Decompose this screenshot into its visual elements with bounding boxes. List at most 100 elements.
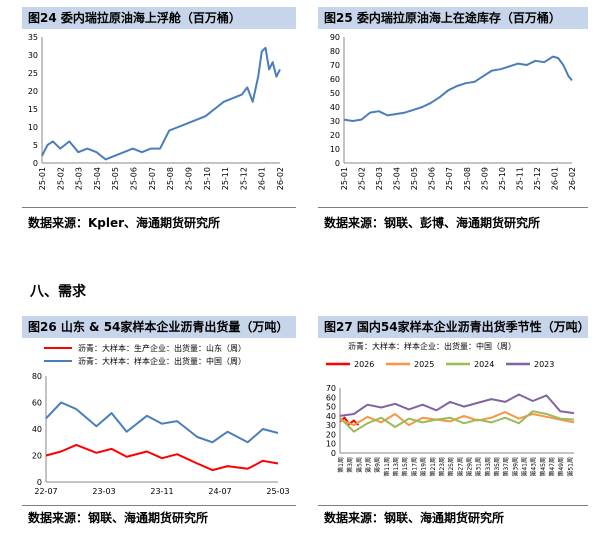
x-tick-label: 第27周 bbox=[456, 457, 464, 477]
x-tick-label: 第47周 bbox=[548, 457, 556, 477]
legend-label: 2024 bbox=[474, 360, 494, 369]
source-note: 数据来源：钢联、海通期货研究所 bbox=[324, 511, 505, 525]
source-divider bbox=[318, 207, 588, 208]
x-tick-label: 25-05 bbox=[111, 167, 120, 190]
y-tick-label: 70 bbox=[330, 61, 340, 70]
x-tick-label: 25-07 bbox=[445, 167, 454, 190]
series-line-2025 bbox=[339, 411, 575, 427]
x-tick-label: 第43周 bbox=[530, 457, 538, 477]
legend-label: 2023 bbox=[534, 360, 554, 369]
y-tick-label: 0 bbox=[37, 478, 42, 487]
x-tick-label: 25-06 bbox=[428, 167, 437, 190]
figure-25-panel: 图25 委内瑞拉原油海上在途库存（百万桶） 0 10 20 30 40 50 60 70 80 9… bbox=[318, 7, 588, 233]
source-divider bbox=[318, 505, 588, 506]
x-tick-label: 25-11 bbox=[515, 167, 524, 190]
x-tick-label: 25-03 bbox=[75, 167, 84, 190]
y-tick-label: 40 bbox=[32, 425, 42, 434]
legend-label: 2025 bbox=[414, 360, 434, 369]
series-line-2024 bbox=[339, 410, 575, 433]
x-tick-label: 第49周 bbox=[557, 457, 565, 477]
x-tick-label: 25-01 bbox=[38, 167, 47, 190]
source-divider bbox=[22, 207, 296, 208]
x-tick-label: 26-02 bbox=[276, 167, 285, 190]
y-tick-label: 35 bbox=[28, 33, 38, 42]
figure-26-panel: 图26 山东 & 54家样本企业沥青出货量（万吨） 0 20 40 60 80 22-07… bbox=[22, 316, 296, 534]
x-tick-label: 25-04 bbox=[93, 167, 102, 190]
chart-asphalt-shipments: 0 20 40 60 80 22-07 23-03 23-11 24-07 25-03 沥青：大样本… bbox=[32, 343, 290, 496]
x-tick-label: 第9周 bbox=[374, 457, 382, 473]
y-tick-label: 80 bbox=[32, 372, 42, 381]
series-line-2023 bbox=[339, 393, 575, 417]
x-tick-label: 第19周 bbox=[420, 457, 428, 477]
y-tick-label: 0 bbox=[331, 449, 336, 458]
x-tick-label: 23-03 bbox=[92, 487, 115, 496]
x-tick-label: 25-09 bbox=[480, 167, 489, 190]
legend-label: 2026 bbox=[354, 360, 374, 369]
x-tick-label: 26-01 bbox=[550, 167, 559, 190]
x-tick-label: 第33周 bbox=[484, 457, 492, 477]
source-note: 数据来源：Kpler、海通期货研究所 bbox=[28, 216, 221, 230]
x-tick-label: 22-07 bbox=[34, 487, 57, 496]
x-tick-label: 第45周 bbox=[539, 457, 547, 477]
figure-title: 图26 山东 & 54家样本企业沥青出货量（万吨） bbox=[22, 316, 296, 338]
source-note: 数据来源：钢联、海通期货研究所 bbox=[28, 511, 209, 525]
y-tick-label: 80 bbox=[330, 47, 340, 56]
source-note: 数据来源：钢联、彭博、海通期货研究所 bbox=[324, 216, 541, 230]
x-tick-label: 25-08 bbox=[463, 167, 472, 190]
x-tick-label: 25-03 bbox=[266, 487, 289, 496]
x-tick-label: 25-10 bbox=[498, 167, 507, 190]
x-tick-label: 第1周 bbox=[337, 457, 345, 473]
y-tick-label: 20 bbox=[28, 87, 38, 96]
series-line-s0 bbox=[41, 46, 281, 161]
figure-title: 图27 国内54家样本企业沥青出货季节性（万吨） bbox=[318, 316, 588, 338]
figure-27-panel: 图27 国内54家样本企业沥青出货季节性（万吨） 0 10 20 30 40 50 60 70… bbox=[318, 316, 588, 534]
y-tick-label: 60 bbox=[326, 393, 336, 402]
x-tick-label: 第15周 bbox=[401, 457, 409, 477]
legend-label: 沥青：大样本：样本企业：出货量：中国（周） bbox=[78, 356, 246, 366]
y-tick-label: 20 bbox=[326, 430, 336, 439]
x-tick-label: 26-02 bbox=[568, 167, 577, 190]
x-tick-label: 第13周 bbox=[392, 457, 400, 477]
x-tick-label: 25-03 bbox=[375, 167, 384, 190]
x-tick-label: 25-06 bbox=[130, 167, 139, 190]
y-tick-label: 70 bbox=[326, 384, 336, 393]
x-tick-label: 25-02 bbox=[358, 167, 367, 190]
y-tick-label: 25 bbox=[28, 69, 38, 78]
y-tick-label: 50 bbox=[330, 89, 340, 98]
chart-in-transit-inventory: 0 10 20 30 40 50 60 70 80 90 25-01 25-02 25-03 25-04 2… bbox=[330, 33, 577, 190]
x-tick-label: 25-05 bbox=[410, 167, 419, 190]
chart-floating-storage: 0 5 10 15 20 25 30 35 25-01 25-02 25-03 25-04 25-05 2… bbox=[28, 33, 285, 190]
y-tick-label: 0 bbox=[335, 159, 340, 168]
x-tick-label: 第31周 bbox=[475, 457, 483, 477]
section-heading: 八、需求 bbox=[30, 284, 86, 300]
x-tick-label: 25-12 bbox=[239, 167, 248, 190]
y-tick-label: 10 bbox=[326, 440, 336, 449]
x-tick-label: 第7周 bbox=[365, 457, 373, 473]
source-divider bbox=[22, 505, 296, 506]
x-tick-label: 第29周 bbox=[465, 457, 473, 477]
x-tick-label: 25-04 bbox=[393, 167, 402, 190]
x-tick-label: 第35周 bbox=[493, 457, 501, 477]
y-tick-label: 60 bbox=[330, 75, 340, 84]
y-tick-label: 20 bbox=[32, 452, 42, 461]
x-tick-label: 第41周 bbox=[521, 457, 529, 477]
x-tick-label: 25-08 bbox=[166, 167, 175, 190]
x-tick-label: 25-09 bbox=[184, 167, 193, 190]
figure-title: 图25 委内瑞拉原油海上在途库存（百万桶） bbox=[318, 7, 588, 29]
x-tick-label: 第17周 bbox=[410, 457, 418, 477]
x-tick-label: 25-02 bbox=[56, 167, 65, 190]
x-tick-label: 25-10 bbox=[203, 167, 212, 190]
series-line-s1 bbox=[45, 401, 279, 444]
x-tick-label: 25-12 bbox=[533, 167, 542, 190]
series-line-s0 bbox=[45, 443, 279, 472]
x-tick-label: 第5周 bbox=[355, 457, 363, 473]
x-tick-label: 第11周 bbox=[383, 457, 391, 477]
y-tick-label: 40 bbox=[330, 103, 340, 112]
x-tick-label: 第39周 bbox=[511, 457, 519, 477]
x-tick-label: 第3周 bbox=[346, 457, 354, 473]
x-tick-label: 24-07 bbox=[208, 487, 231, 496]
x-tick-label: 第23周 bbox=[438, 457, 446, 477]
chart-subtitle: 沥青：大样本：样本企业：出货量：中国（周） bbox=[348, 341, 516, 351]
y-tick-label: 40 bbox=[326, 412, 336, 421]
